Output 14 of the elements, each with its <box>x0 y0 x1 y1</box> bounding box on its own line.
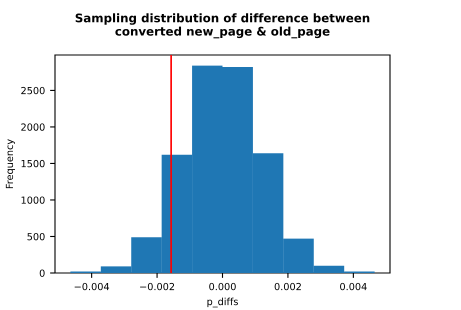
y-tick-label: 2500 <box>21 86 45 94</box>
x-axis-title: p_diffs <box>207 298 238 308</box>
y-tick-label: 2000 <box>21 123 45 131</box>
chart-title: Sampling distribution of difference between converted new_page & old_page <box>76 13 370 38</box>
x-tick-label: 0.002 <box>274 282 301 290</box>
x-tick-label: −0.004 <box>74 282 110 290</box>
y-tick-label: 1000 <box>22 196 45 204</box>
x-tick-label: 0.004 <box>340 282 367 290</box>
x-tick-label: −0.002 <box>140 282 174 290</box>
y-axis-title: Frequency <box>6 139 15 188</box>
y-tick-label: 1500 <box>22 160 45 168</box>
y-tick-label: 0 <box>40 269 45 277</box>
x-tick-label: 0.000 <box>209 282 236 290</box>
y-tick-label: 500 <box>27 232 45 240</box>
